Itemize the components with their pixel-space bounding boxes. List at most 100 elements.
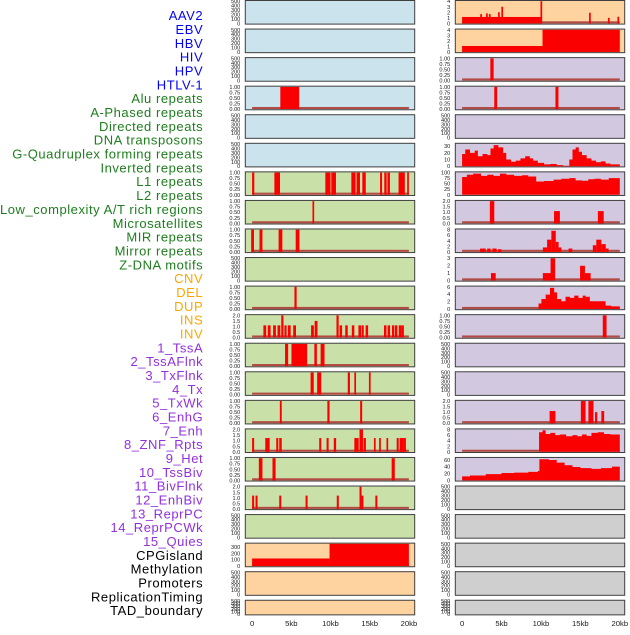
svg-text:0.0: 0.0 [233, 507, 241, 513]
svg-text:0.25: 0.25 [229, 102, 240, 108]
svg-text:400: 400 [441, 546, 450, 552]
svg-text:1.00: 1.00 [229, 342, 240, 348]
svg-text:400: 400 [441, 118, 450, 124]
svg-text:AAV2: AAV2 [169, 8, 203, 23]
svg-text:200: 200 [441, 384, 450, 390]
svg-text:500: 500 [231, 0, 240, 5]
svg-text:0: 0 [447, 164, 450, 170]
svg-text:0: 0 [237, 136, 240, 142]
svg-text:500: 500 [441, 485, 450, 491]
svg-text:100: 100 [441, 531, 450, 537]
svg-text:300: 300 [441, 579, 450, 585]
svg-text:400: 400 [231, 4, 240, 10]
svg-text:DEL: DEL [176, 285, 203, 300]
svg-text:1.00: 1.00 [229, 285, 240, 291]
svg-text:100: 100 [441, 610, 450, 616]
svg-text:1.00: 1.00 [229, 85, 240, 91]
svg-text:500: 500 [441, 570, 450, 576]
svg-text:2_TssAFlnk: 2_TssAFlnk [130, 354, 203, 369]
svg-text:200: 200 [231, 270, 240, 276]
svg-text:500: 500 [231, 570, 240, 576]
svg-text:0: 0 [447, 393, 450, 399]
svg-text:0: 0 [447, 278, 450, 284]
svg-text:300: 300 [231, 151, 240, 157]
svg-text:10kb: 10kb [322, 619, 339, 628]
svg-text:0.00: 0.00 [229, 421, 240, 427]
svg-text:10_TssBiv: 10_TssBiv [139, 465, 203, 480]
svg-text:4_Tx: 4_Tx [172, 382, 203, 397]
svg-text:1.00: 1.00 [229, 199, 240, 205]
svg-text:300: 300 [441, 522, 450, 528]
svg-text:300: 300 [231, 65, 240, 71]
svg-text:0: 0 [237, 21, 240, 27]
svg-text:9_Het: 9_Het [166, 451, 203, 466]
svg-text:12_EnhBiv: 12_EnhBiv [135, 493, 203, 508]
svg-text:HBV: HBV [175, 36, 203, 51]
svg-text:5kb: 5kb [285, 619, 297, 628]
svg-text:3: 3 [447, 256, 450, 262]
svg-text:100: 100 [231, 610, 240, 616]
svg-text:0.75: 0.75 [229, 205, 240, 211]
svg-text:2.0: 2.0 [233, 485, 241, 491]
svg-text:0: 0 [237, 612, 240, 618]
svg-text:EBV: EBV [176, 22, 204, 37]
svg-text:1.00: 1.00 [229, 370, 240, 376]
svg-text:6: 6 [447, 433, 450, 439]
svg-text:0.25: 0.25 [229, 216, 240, 222]
svg-text:300: 300 [231, 522, 240, 528]
svg-text:0.75: 0.75 [229, 176, 240, 182]
svg-text:1: 1 [447, 271, 450, 277]
svg-text:200: 200 [441, 555, 450, 561]
svg-text:DNA transposons: DNA transposons [94, 133, 203, 148]
svg-text:300: 300 [441, 379, 450, 385]
svg-text:0.5: 0.5 [233, 501, 241, 507]
svg-text:25: 25 [444, 187, 450, 193]
svg-text:0.50: 0.50 [229, 410, 240, 416]
svg-text:Mirror repeats: Mirror repeats [115, 243, 204, 258]
svg-text:0.00: 0.00 [439, 336, 450, 342]
svg-text:200: 200 [231, 41, 240, 47]
svg-text:0: 0 [237, 278, 240, 284]
svg-text:0: 0 [447, 50, 450, 56]
svg-text:500: 500 [231, 142, 240, 148]
svg-text:0: 0 [447, 535, 450, 541]
svg-text:Z-DNA motifs: Z-DNA motifs [119, 257, 203, 272]
svg-text:400: 400 [231, 32, 240, 38]
svg-text:0: 0 [460, 619, 464, 628]
svg-text:100: 100 [231, 160, 240, 166]
svg-text:75: 75 [444, 176, 450, 182]
svg-text:0: 0 [447, 193, 450, 199]
svg-text:0.25: 0.25 [229, 359, 240, 365]
svg-text:0.5: 0.5 [443, 416, 451, 422]
svg-text:0: 0 [447, 507, 450, 513]
svg-text:INV: INV [180, 326, 203, 341]
svg-text:1: 1 [447, 16, 450, 22]
svg-text:0.25: 0.25 [439, 73, 450, 79]
svg-text:L2 repeats: L2 repeats [136, 188, 203, 203]
svg-text:0.00: 0.00 [229, 250, 240, 256]
svg-text:300: 300 [231, 122, 240, 128]
svg-text:100: 100 [231, 558, 240, 564]
svg-text:300: 300 [231, 37, 240, 43]
svg-text:400: 400 [441, 518, 450, 524]
svg-text:100: 100 [231, 131, 240, 137]
svg-text:60: 60 [444, 458, 450, 464]
svg-text:0.50: 0.50 [229, 210, 240, 216]
svg-text:400: 400 [441, 489, 450, 495]
svg-text:30: 30 [444, 144, 450, 150]
svg-text:3: 3 [447, 5, 450, 11]
svg-text:0: 0 [447, 250, 450, 256]
svg-text:INS: INS [180, 313, 203, 328]
svg-text:0.50: 0.50 [229, 239, 240, 245]
svg-text:13_ReprPC: 13_ReprPC [130, 506, 203, 521]
svg-text:Methylation: Methylation [131, 562, 204, 577]
svg-text:4: 4 [447, 239, 450, 245]
svg-text:20: 20 [444, 151, 450, 157]
svg-text:L1 repeats: L1 repeats [136, 174, 203, 189]
svg-text:200: 200 [441, 498, 450, 504]
svg-text:0.25: 0.25 [229, 301, 240, 307]
svg-text:300: 300 [231, 8, 240, 14]
svg-text:Microsatellites: Microsatellites [113, 216, 204, 231]
svg-text:0.75: 0.75 [229, 290, 240, 296]
svg-text:100: 100 [441, 388, 450, 394]
